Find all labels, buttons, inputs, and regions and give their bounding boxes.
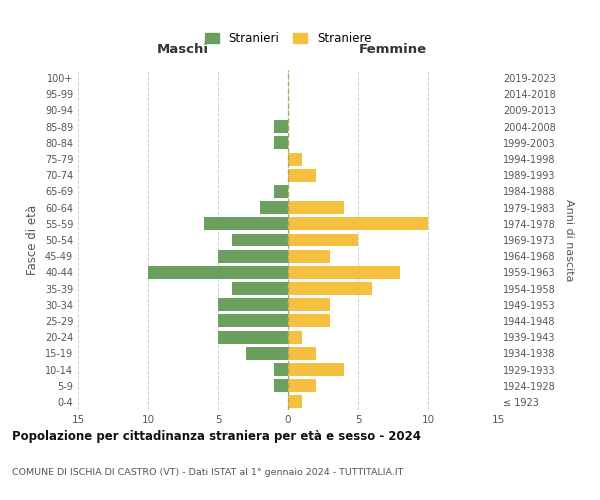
Legend: Stranieri, Straniere: Stranieri, Straniere xyxy=(201,28,375,48)
Bar xyxy=(288,314,330,328)
Bar xyxy=(288,234,358,246)
Bar xyxy=(288,201,344,214)
Text: Maschi: Maschi xyxy=(157,44,209,57)
Bar xyxy=(204,218,288,230)
Bar xyxy=(288,169,316,181)
Bar xyxy=(148,266,288,279)
Bar xyxy=(232,234,288,246)
Bar xyxy=(274,379,288,392)
Bar xyxy=(232,282,288,295)
Text: Femmine: Femmine xyxy=(359,44,427,57)
Bar xyxy=(288,347,316,360)
Bar xyxy=(274,363,288,376)
Bar xyxy=(218,314,288,328)
Bar xyxy=(218,298,288,311)
Bar xyxy=(218,330,288,344)
Y-axis label: Fasce di età: Fasce di età xyxy=(26,205,39,275)
Bar xyxy=(288,396,302,408)
Bar xyxy=(288,282,372,295)
Bar xyxy=(288,250,330,262)
Bar xyxy=(288,152,302,166)
Text: Popolazione per cittadinanza straniera per età e sesso - 2024: Popolazione per cittadinanza straniera p… xyxy=(12,430,421,443)
Bar xyxy=(274,185,288,198)
Text: COMUNE DI ISCHIA DI CASTRO (VT) - Dati ISTAT al 1° gennaio 2024 - TUTTITALIA.IT: COMUNE DI ISCHIA DI CASTRO (VT) - Dati I… xyxy=(12,468,403,477)
Bar xyxy=(260,201,288,214)
Y-axis label: Anni di nascita: Anni di nascita xyxy=(564,198,574,281)
Bar xyxy=(288,298,330,311)
Bar xyxy=(288,330,302,344)
Bar xyxy=(288,379,316,392)
Bar xyxy=(274,120,288,133)
Bar xyxy=(288,218,428,230)
Bar xyxy=(274,136,288,149)
Bar xyxy=(218,250,288,262)
Bar xyxy=(246,347,288,360)
Bar xyxy=(288,266,400,279)
Bar xyxy=(288,363,344,376)
